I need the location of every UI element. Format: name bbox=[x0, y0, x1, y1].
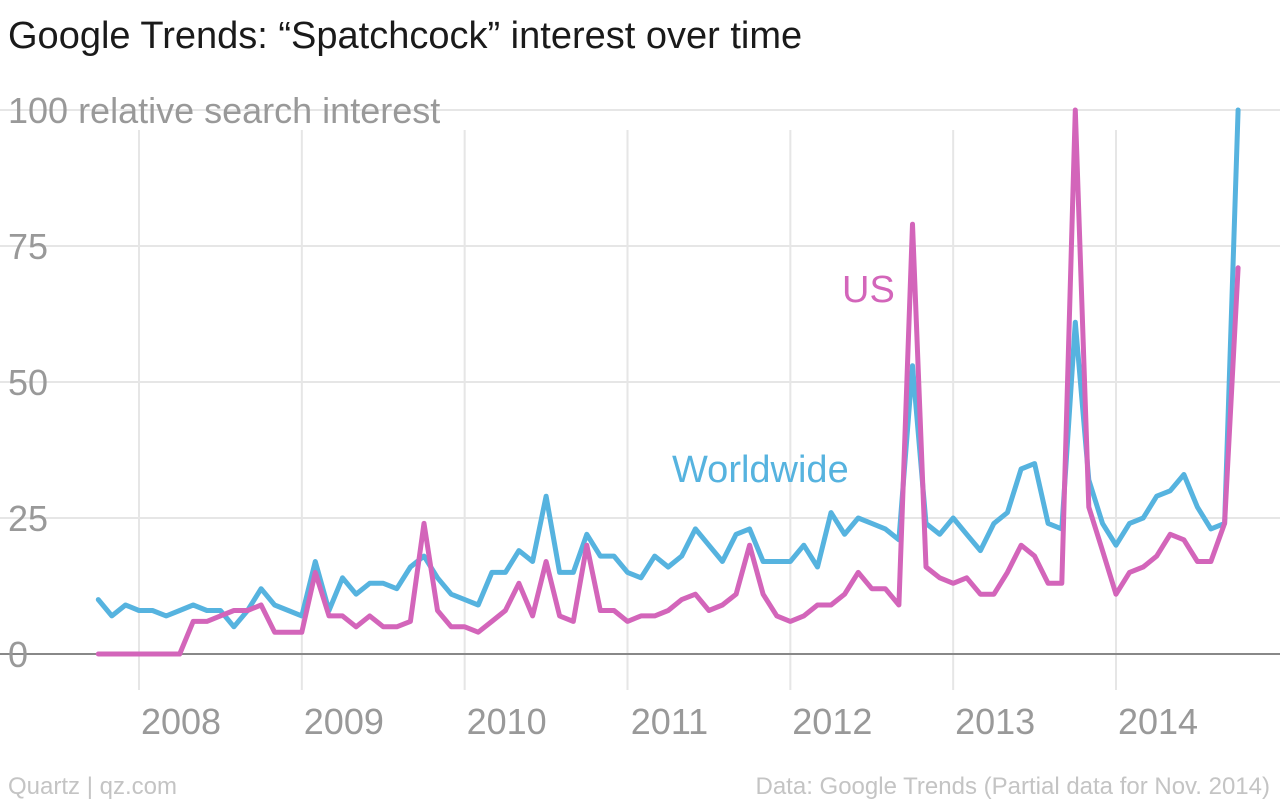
series-label-worldwide: Worldwide bbox=[672, 449, 849, 491]
x-tick-label-2011: 2011 bbox=[631, 701, 708, 742]
footer-source-left: Quartz | qz.com bbox=[8, 773, 177, 800]
x-tick-label-2012: 2012 bbox=[792, 701, 872, 742]
footer-source-right: Data: Google Trends (Partial data for No… bbox=[756, 773, 1271, 800]
series-label-us: US bbox=[842, 269, 895, 311]
x-tick-label-2009: 2009 bbox=[304, 701, 384, 742]
chart-title: Google Trends: “Spatchcock” interest ove… bbox=[8, 15, 802, 57]
x-tick-label-2008: 2008 bbox=[141, 701, 221, 742]
x-tick-label-2010: 2010 bbox=[467, 701, 547, 742]
series-line-worldwide bbox=[95, 107, 1241, 630]
y-tick-label-100: 100 relative search interest bbox=[8, 90, 440, 131]
series-line-us bbox=[95, 107, 1241, 657]
y-tick-label-0: 0 bbox=[8, 634, 28, 675]
x-axis-tick-labels: 2008 2009 2010 2011 2012 2013 2014 bbox=[141, 701, 1198, 742]
y-tick-label-75: 75 bbox=[8, 226, 48, 267]
y-tick-label-50: 50 bbox=[8, 362, 48, 403]
y-tick-label-25: 25 bbox=[8, 498, 48, 539]
x-tick-label-2014: 2014 bbox=[1118, 701, 1198, 742]
vertical-gridlines bbox=[138, 130, 1117, 690]
y-axis-tick-labels: 0 25 50 75 100 relative search interest bbox=[8, 90, 440, 675]
x-tick-label-2013: 2013 bbox=[955, 701, 1035, 742]
series-lines bbox=[95, 107, 1241, 657]
